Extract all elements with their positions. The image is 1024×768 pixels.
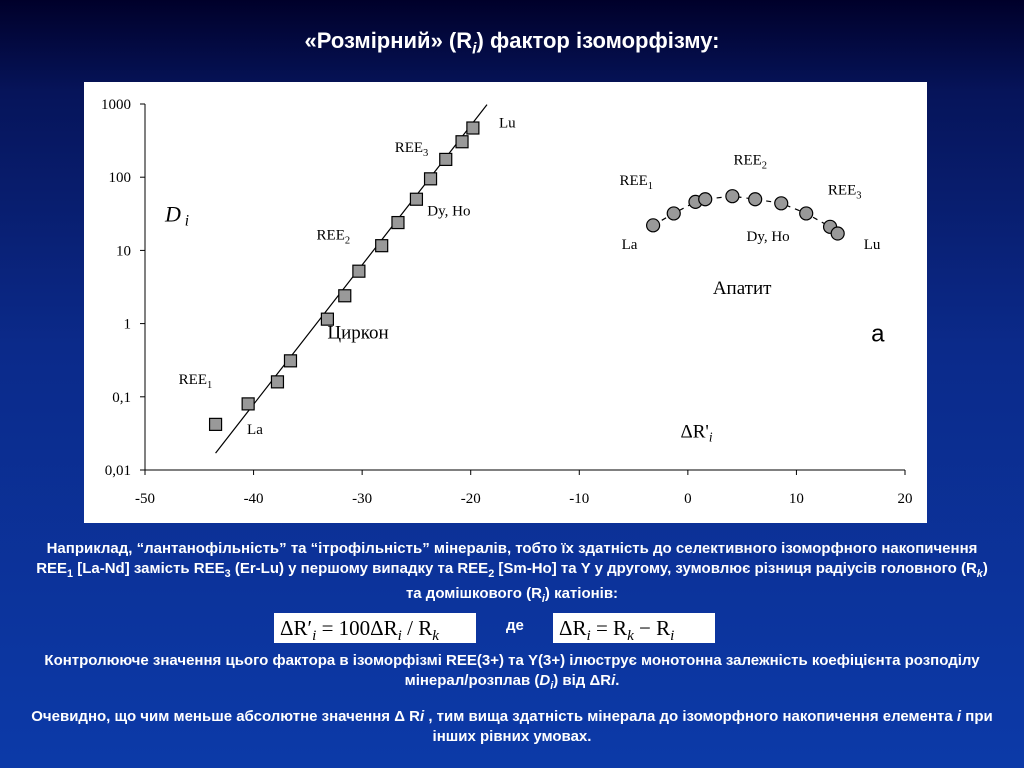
point-annotation: Dy, Ho (427, 203, 470, 219)
caption-paragraph-2: Контролююче значення цього фактора в ізо… (30, 651, 994, 696)
caption-sub: 3 (224, 568, 231, 580)
point-annotation: REE3 (395, 140, 429, 159)
title-text: «Розмірний» (R (304, 28, 473, 53)
formula-term: ΔR (559, 616, 587, 640)
caption-text: при інших рівних умовах. (432, 708, 993, 745)
data-point-square (423, 172, 438, 186)
data-point-square (320, 312, 334, 326)
panel-label: а (871, 320, 885, 347)
caption-sub: 2 (488, 568, 495, 580)
caption-italic: i (956, 708, 962, 725)
title-text-end: ) фактор ізоморфізму: (476, 28, 720, 53)
caption-paragraph-3: Очевидно, що чим меньше абсолютне значен… (30, 707, 994, 747)
y-tick-label: 100 (109, 170, 132, 186)
formula-sub: i (670, 628, 675, 645)
x-tick-label: 10 (789, 491, 804, 507)
formula-sub: i (312, 628, 317, 645)
point-annotation: La (247, 422, 263, 438)
point-annotation: La (622, 237, 638, 253)
caption-italic: i (611, 672, 616, 689)
data-point-square (283, 354, 298, 368)
data-point-circle (774, 196, 789, 211)
caption-italic: D (539, 672, 551, 689)
where-label: де (506, 617, 524, 634)
data-point-square (241, 397, 255, 411)
data-point-circle (830, 226, 845, 241)
data-point-square (338, 289, 352, 303)
formula-relative-delta-r: ΔR′i = 100ΔRi / Rk (274, 613, 476, 645)
caption-sub: i (550, 680, 554, 692)
x-tick-label: -50 (135, 491, 155, 507)
caption-sub: k (976, 568, 983, 580)
x-axis-label: ΔR'i (681, 421, 713, 444)
y-tick-label: 10 (116, 243, 131, 259)
caption-text: ) та домішкового (R (405, 560, 988, 602)
point-annotation: Апатит (713, 278, 772, 299)
point-annotation: REE2 (317, 228, 351, 247)
formula-term: = R (590, 616, 628, 640)
chart-panel: 0,01 0,1 1 10 100 1000 -50 -40 -30 -20 -10 0 10 20 D i… (84, 82, 927, 523)
x-tick-label: -10 (569, 491, 589, 507)
formula-term: / R (401, 616, 433, 640)
data-point-circle (666, 206, 681, 221)
caption-text: , тим вища здатність мінерала до ізоморф… (424, 708, 957, 725)
data-point-square (466, 121, 480, 135)
formula-sub: i (586, 628, 591, 645)
caption-text: [La-Nd] замість REE (73, 560, 225, 577)
caption-text: Контролююче значення цього фактора в ізо… (44, 652, 980, 689)
point-annotation: Циркон (327, 322, 388, 343)
data-point-circle (698, 192, 713, 207)
caption-paragraph-1: Наприклад, “лантанофільність” та “ітрофі… (30, 539, 994, 609)
formula-sub: k (627, 628, 634, 645)
caption-sub: i (541, 593, 545, 605)
chart-svg: 0,01 0,1 1 10 100 1000 -50 -40 -30 -20 -10 0 10 20 D i… (101, 97, 913, 507)
data-point-square (270, 375, 285, 389)
formula-term: ΔR′ (280, 616, 313, 640)
x-tick-label: 0 (684, 491, 692, 507)
y-tick-label: 0,01 (105, 463, 131, 479)
data-point-square (409, 192, 424, 206)
caption-text: Очевидно, що чим меньше абсолютне значен… (31, 708, 420, 725)
caption-italic: i (420, 708, 425, 725)
data-point-square (455, 135, 469, 149)
y-axis-label: D i (164, 201, 189, 229)
data-point-square (208, 417, 223, 431)
x-tick-label: -40 (244, 491, 264, 507)
point-annotation: Dy, Ho (746, 229, 789, 245)
x-tick-label: -30 (352, 491, 372, 507)
point-annotation: REE3 (828, 183, 862, 202)
y-tick-label: 1000 (101, 97, 131, 113)
x-tick-label: 20 (898, 491, 913, 507)
caption-text: (Er-Lu) у першому випадку та REE (230, 560, 489, 577)
caption-text: ) від ΔR (553, 672, 612, 689)
data-point-circle (725, 189, 740, 204)
point-annotation: Lu (864, 237, 881, 253)
point-annotation: REE1 (179, 372, 213, 391)
caption-sub: 1 (67, 568, 74, 580)
formula-delta-r: ΔRi = Rk − Ri (553, 613, 715, 645)
formula-sub: k (432, 628, 439, 645)
formula-term: = 100ΔR (316, 616, 398, 640)
point-annotation: REE2 (733, 152, 767, 171)
data-point-square (439, 152, 453, 167)
data-point-square (391, 215, 405, 230)
y-tick-label: 1 (124, 317, 132, 333)
caption-text: . (615, 672, 620, 689)
title-subscript: i (472, 40, 477, 58)
x-tick-label: -20 (461, 491, 481, 507)
point-annotation: REE1 (619, 173, 653, 192)
data-point-square (352, 264, 366, 278)
slide-title: «Розмірний» (Ri) фактор ізоморфізму: (0, 28, 1024, 58)
formula-term: − R (633, 616, 671, 640)
point-annotation: Lu (499, 115, 516, 131)
data-point-square (375, 239, 389, 253)
data-point-circle (748, 192, 763, 207)
data-point-circle (646, 218, 661, 233)
caption-text: Наприклад, “лантанофільність” та “ітрофі… (36, 540, 978, 577)
y-tick-label: 0,1 (112, 390, 131, 406)
data-point-circle (799, 206, 814, 221)
caption-text: ) катіонів: (544, 585, 619, 602)
formula-sub: i (397, 628, 402, 645)
caption-text: [Sm-Ho] та Y у другому, зумовлює різниця… (494, 560, 977, 577)
